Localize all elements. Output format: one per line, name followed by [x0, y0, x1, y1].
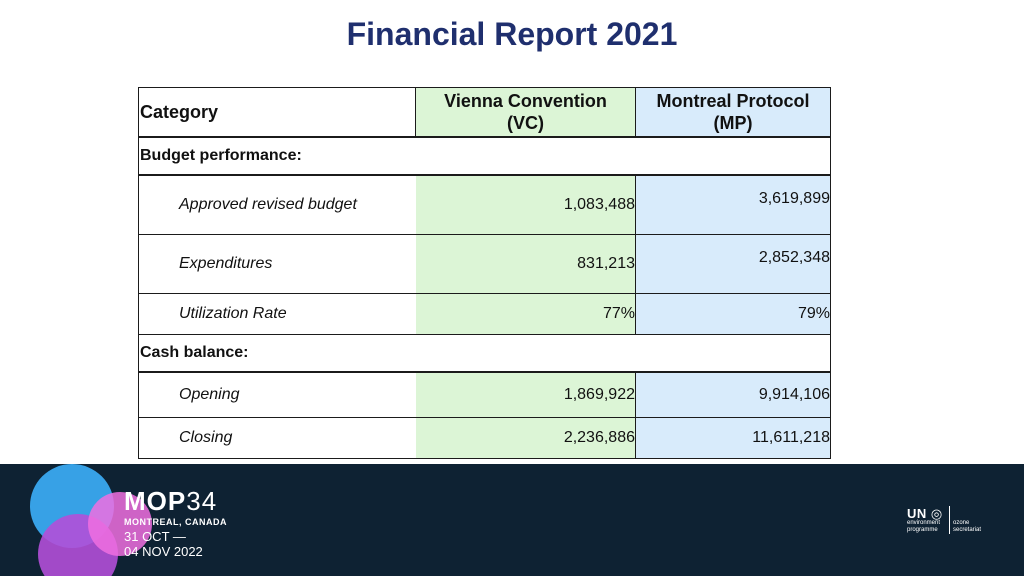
section-row-cash: Cash balance:	[138, 334, 831, 373]
event-location: MONTREAL, CANADA	[124, 517, 227, 527]
row-vc-value: 1,869,922	[415, 371, 636, 418]
section-label: Budget performance:	[138, 136, 831, 176]
row-mp-value: 3,619,899	[635, 174, 831, 235]
logo-divider	[949, 506, 950, 534]
ozone-secretariat-label: ozone secretariat	[953, 520, 982, 533]
header-category: Category	[138, 87, 416, 138]
event-date-start: 31 OCT —	[124, 529, 186, 544]
mop34-logo-circles	[30, 464, 152, 576]
row-label: Approved revised budget	[138, 174, 416, 235]
row-vc-value: 77%	[415, 293, 636, 335]
unep-label: environment programme	[907, 520, 941, 533]
event-title: MOP34	[124, 486, 218, 516]
table-row: Utilization Rate 77% 79%	[138, 293, 831, 335]
row-label: Opening	[138, 371, 416, 418]
row-mp-value: 2,852,348	[635, 234, 831, 294]
header-vc-line1: Vienna Convention	[444, 91, 607, 111]
table-row: Opening 1,869,922 9,914,106	[138, 371, 831, 418]
event-dates: 31 OCT — 04 NOV 2022	[124, 529, 227, 559]
row-label: Expenditures	[138, 234, 416, 294]
event-date-end: 04 NOV 2022	[124, 544, 203, 559]
section-row-budget: Budget performance:	[138, 136, 831, 176]
footer-banner: MOP34 MONTREAL, CANADA 31 OCT — 04 NOV 2…	[0, 464, 1024, 576]
un-emblem-icon: ◎	[930, 506, 943, 521]
mop34-wordmark: MOP34 MONTREAL, CANADA 31 OCT — 04 NOV 2…	[124, 486, 227, 559]
row-vc-value: 831,213	[415, 234, 636, 294]
page-title: Financial Report 2021	[346, 16, 678, 52]
header-vc-line2: (VC)	[507, 113, 544, 133]
row-vc-value: 2,236,886	[415, 417, 636, 459]
row-label: Utilization Rate	[138, 293, 416, 335]
unep-ozone-logo: UN ◎ environment programme ozone secreta…	[907, 506, 981, 534]
header-mp-line2: (MP)	[713, 113, 753, 133]
row-label: Closing	[138, 417, 416, 459]
header-montreal-protocol: Montreal Protocol (MP)	[635, 87, 831, 138]
section-label: Cash balance:	[138, 334, 831, 373]
table-header-row: Category Vienna Convention (VC) Montreal…	[138, 87, 831, 138]
un-mark: UN ◎	[907, 506, 943, 521]
row-mp-value: 11,611,218	[635, 417, 831, 459]
row-mp-value: 79%	[635, 293, 831, 335]
header-mp-line1: Montreal Protocol	[656, 91, 810, 111]
table-row: Expenditures 831,213 2,852,348	[138, 234, 831, 294]
row-mp-value: 9,914,106	[635, 371, 831, 418]
financial-table: Category Vienna Convention (VC) Montreal…	[138, 87, 831, 459]
row-vc-value: 1,083,488	[415, 174, 636, 235]
table-row: Closing 2,236,886 11,611,218	[138, 417, 831, 459]
table-row: Approved revised budget 1,083,488 3,619,…	[138, 174, 831, 235]
header-vienna-convention: Vienna Convention (VC)	[415, 87, 636, 138]
